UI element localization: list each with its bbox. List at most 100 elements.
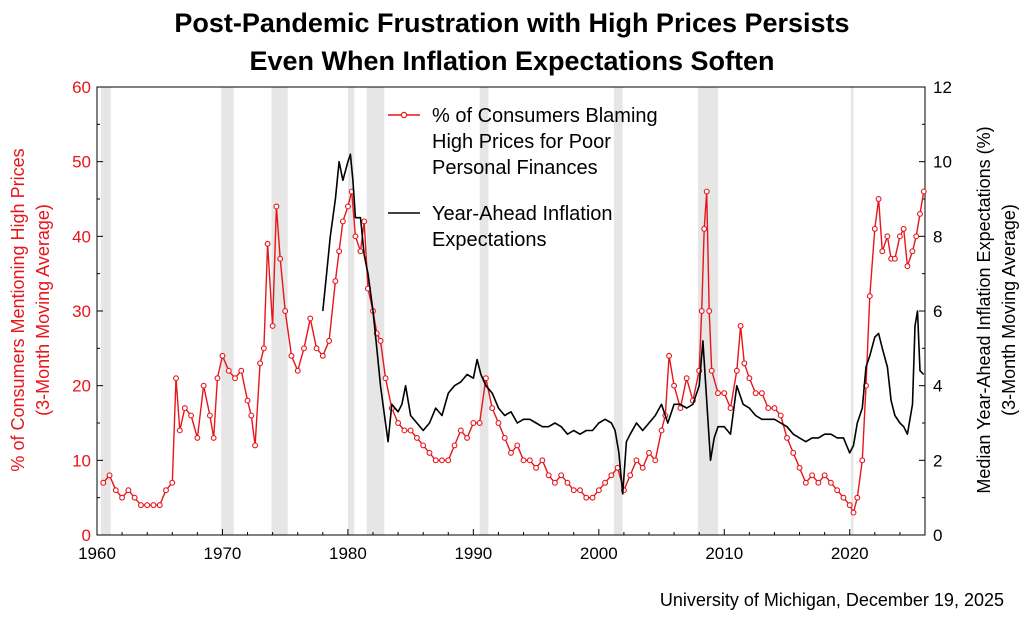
y-left-tick-label: 50 [72,153,91,172]
data-point-high-prices [570,487,577,494]
data-point-high-prices [420,442,427,449]
legend-label-inflation-expectations-line-2: Expectations [432,229,547,251]
data-point-high-prices [273,203,280,210]
y-right-tick-label: 10 [933,153,952,172]
legend-label-high-prices-line-2: High Prices for Poor [432,131,611,153]
data-point-high-prices [508,449,514,456]
y-left-tick-label: 0 [82,526,91,545]
data-point-high-prices [319,352,326,359]
data-point-high-prices [257,360,264,367]
data-point-high-prices [875,196,882,202]
y-axis-left-label-line-2: (3-Month Moving Average) [33,204,53,416]
x-tick-label: 1990 [454,544,492,563]
data-point-high-prices [639,464,646,471]
data-point-high-prices [225,367,232,374]
data-point-high-prices [520,457,527,464]
data-point-high-prices [545,472,552,479]
data-point-high-prices [539,457,546,464]
x-tick-label: 1980 [329,544,367,563]
data-point-high-prices [194,434,201,441]
data-point-high-prices [646,449,652,456]
data-point-high-prices [533,464,540,471]
recession-band [613,87,623,535]
data-point-high-prices [815,479,822,486]
data-point-high-prices [294,367,301,374]
data-point-high-prices [288,352,295,359]
data-point-high-prices [796,464,803,471]
recession-band [221,87,234,535]
data-point-high-prices [432,457,439,464]
data-point-high-prices [784,434,790,441]
data-point-high-prices [413,434,420,441]
data-point-high-prices [583,494,590,501]
data-point-high-prices [564,479,571,486]
data-point-high-prices [666,352,673,359]
data-point-high-prices [451,442,458,449]
data-point-high-prices [658,427,665,434]
data-point-high-prices [439,457,445,464]
data-point-high-prices [701,225,708,232]
data-point-high-prices [683,375,690,382]
data-point-high-prices [866,293,873,300]
legend: % of Consumers Blaming High Prices for P… [388,105,658,251]
data-point-high-prices [457,427,464,434]
data-point-high-prices [125,487,132,494]
data-point-high-prices [827,479,834,486]
data-point-high-prices [746,375,753,382]
data-point-high-prices [821,472,828,479]
data-point-high-prices [252,442,259,449]
y-left-tick-label: 30 [72,302,91,321]
data-point-high-prices [652,457,659,464]
data-point-high-prices [526,457,533,464]
data-point-high-prices [846,502,853,509]
data-point-high-prices [489,405,496,412]
data-point-high-prices [464,434,471,441]
data-point-high-prices [377,337,384,344]
data-point-high-prices [850,509,857,516]
data-point-high-prices [301,345,307,352]
data-point-high-prices [501,434,508,441]
data-point-high-prices [238,367,245,374]
data-point-high-prices [244,397,251,404]
data-point-high-prices [426,449,433,456]
data-point-high-prices [558,472,565,479]
data-point-high-prices [282,308,289,314]
data-point-high-prices [771,405,778,412]
y-right-tick-label: 2 [933,451,942,470]
data-point-high-prices [332,278,339,285]
data-point-high-prices [119,494,126,501]
data-point-high-prices [884,233,891,240]
data-point-high-prices [589,494,596,501]
data-point-high-prices [896,233,903,240]
y-axis-right-label-line-1: Median Year-Ahead Inflation Expectations… [974,126,994,493]
legend-label-high-prices-line-3: Personal Finances [432,157,598,179]
data-point-high-prices [551,479,558,486]
data-point-high-prices [913,233,920,240]
data-point-high-prices [715,390,721,397]
data-point-high-prices [514,442,521,449]
data-point-high-prices [361,218,368,225]
recession-band [347,87,355,535]
y-left-tick-label: 10 [72,451,91,470]
data-point-high-prices [106,472,113,479]
data-point-high-prices [627,472,634,479]
data-point-high-prices [854,494,861,501]
data-point-high-prices [809,472,816,479]
series-line-inflation-expectations [322,153,925,495]
data-point-high-prices [614,464,621,471]
data-point-high-prices [200,382,207,389]
data-point-high-prices [277,255,284,262]
data-point-high-prices [264,240,271,247]
data-point-high-prices [677,405,684,412]
data-point-high-prices [802,479,809,486]
axes: 0 10 20 30 40 50 60 0 2 4 6 8 10 12 1960 1970 1980 1990 20… [72,78,952,563]
y-left-tick-label: 40 [72,227,91,246]
data-point-high-prices [219,352,226,359]
data-point-high-prices [708,367,715,374]
data-point-high-prices [737,322,744,329]
data-point-high-prices [144,502,151,509]
data-point-high-prices [344,203,351,210]
data-point-high-prices [313,345,320,352]
x-tick-label: 2010 [705,544,743,563]
